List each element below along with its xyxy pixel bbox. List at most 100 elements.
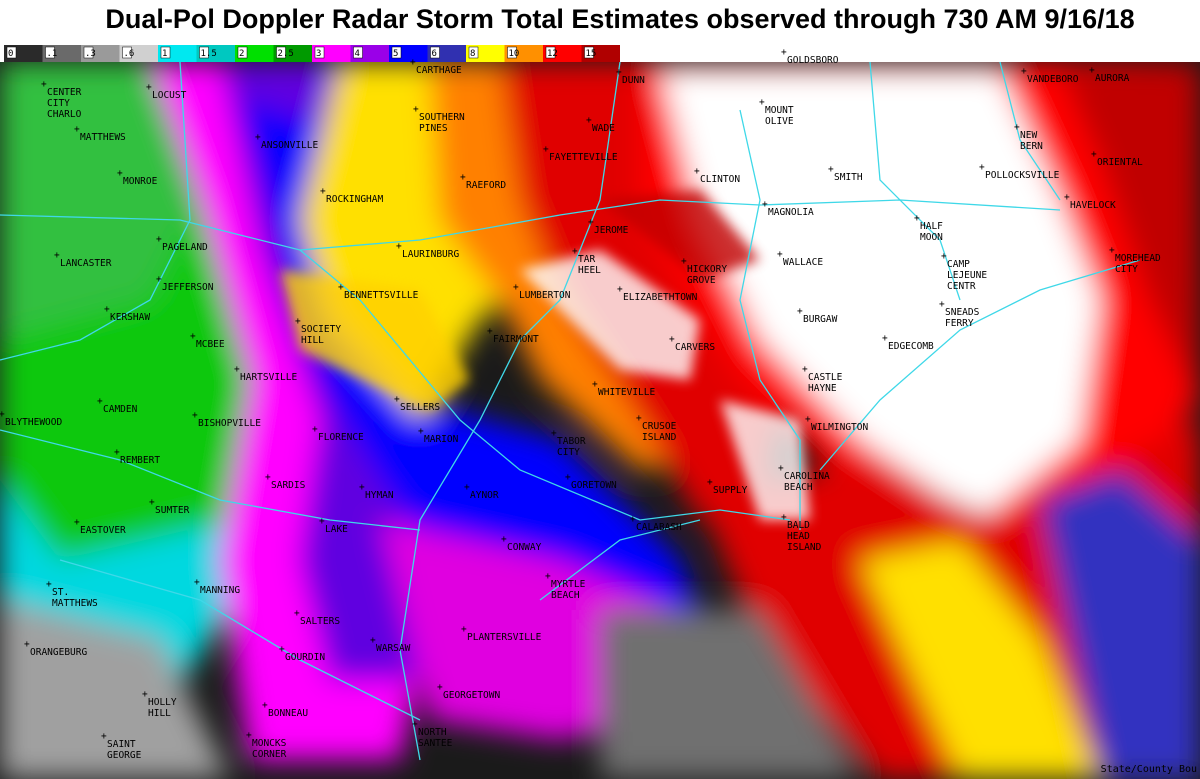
place-label-line: MATTHEWS (52, 598, 98, 609)
place-label-line: CHARLO (47, 109, 82, 120)
place-label-line: PLANTERSVILLE (467, 632, 542, 643)
legend-label-box (584, 46, 594, 59)
place-label-line: BONNEAU (268, 708, 308, 719)
place-marker: + (630, 514, 636, 525)
legend-label: 6 (432, 49, 437, 59)
place-label-line: CENTER (47, 87, 82, 98)
place-label: ELIZABETHTOWN (623, 292, 698, 303)
place-label-line: LAKE (325, 524, 348, 535)
place-label-line: WADE (592, 123, 615, 134)
place-marker: + (370, 635, 376, 646)
place-marker: + (294, 608, 300, 619)
place-marker: + (1014, 122, 1020, 133)
place-marker: + (777, 249, 783, 260)
county-lines (0, 62, 1141, 761)
place-label-line: GOLDSBORO (787, 55, 839, 66)
place-label-line: GORETOWN (571, 480, 617, 491)
place-label-line: BERN (1020, 141, 1043, 152)
place-label-line: CITY (557, 447, 580, 458)
place-label-line: BENNETTSVILLE (344, 290, 419, 301)
place-label: PAGELAND (162, 242, 208, 253)
place-marker: + (487, 326, 493, 337)
place-label: SELLERS (400, 402, 440, 413)
place-marker: + (939, 299, 945, 310)
place-label: JEROME (594, 225, 629, 236)
place-label-line: TABOR (557, 436, 586, 447)
place-marker: + (156, 234, 162, 245)
legend-label-box (237, 46, 248, 59)
place-label: FLORENCE (318, 432, 364, 443)
legend-label: .3 (85, 49, 96, 59)
place-label: WHITEVILLE (598, 387, 655, 398)
place-label-line: ST. (52, 587, 69, 598)
place-marker: + (320, 186, 326, 197)
place-label-line: WALLACE (783, 257, 823, 268)
place-marker: + (295, 316, 301, 327)
place-label-line: LOCUST (152, 90, 187, 101)
place-label-line: GEORGETOWN (443, 690, 500, 701)
legend-label: 0 (8, 49, 13, 59)
place-label-line: POLLOCKSVILLE (985, 170, 1060, 181)
place-label-line: BLYTHEWOOD (5, 417, 62, 428)
place-label-line: FAYETTEVILLE (549, 152, 618, 163)
place-label: CLINTON (700, 174, 740, 185)
place-label: CONWAY (507, 542, 542, 553)
place-marker: + (412, 719, 418, 730)
place-label: SNEADS FERRY (945, 307, 980, 329)
legend-label-box (276, 46, 286, 59)
place-marker: + (234, 364, 240, 375)
place-label: AURORA (1095, 73, 1130, 84)
place-marker: + (413, 104, 419, 115)
place-marker: + (418, 426, 424, 437)
place-label: EASTOVER (80, 525, 126, 536)
place-label: TAR HEEL (578, 254, 601, 276)
place-label-line: CAMDEN (103, 404, 138, 415)
place-label-line: MATTHEWS (80, 132, 126, 143)
place-label-line: HYMAN (365, 490, 394, 501)
place-label-line: SOUTHERN (419, 112, 465, 123)
place-marker: + (707, 477, 713, 488)
place-label: BISHOPVILLE (198, 418, 261, 429)
place-label-line: SARDIS (271, 480, 306, 491)
place-label-line: CARVERS (675, 342, 715, 353)
place-marker: + (805, 414, 811, 425)
place-marker: + (461, 624, 467, 635)
place-label-line: SUMTER (155, 505, 190, 516)
place-marker: + (97, 396, 103, 407)
place-label-line: SALTERS (300, 616, 340, 627)
place-label-line: CENTR (947, 281, 976, 292)
place-marker: + (979, 162, 985, 173)
legend-label: 1 (162, 49, 167, 59)
place-marker: + (694, 166, 700, 177)
place-label-line: NEW (1020, 130, 1037, 141)
place-label-line: BISHOPVILLE (198, 418, 261, 429)
place-marker: + (194, 577, 200, 588)
place-marker: + (781, 512, 787, 523)
place-label-line: ISLAND (642, 432, 677, 443)
place-marker: + (149, 497, 155, 508)
place-label-line: JEFFERSON (162, 282, 214, 293)
place-label: EDGECOMB (888, 341, 934, 352)
legend-label-box (545, 46, 556, 59)
place-label-line: FLORENCE (318, 432, 364, 443)
place-marker: + (1064, 192, 1070, 203)
place-label-line: WILMINGTON (811, 422, 868, 433)
place-label-line: BEACH (551, 590, 580, 601)
place-marker: + (359, 482, 365, 493)
place-label: LANCASTER (60, 258, 112, 269)
place-marker: + (262, 700, 268, 711)
place-label: SOCIETY HILL (301, 324, 341, 346)
place-label: LOCUST (152, 90, 187, 101)
place-marker: + (882, 333, 888, 344)
place-marker: + (0, 409, 5, 420)
place-label-line: LAURINBURG (402, 249, 459, 260)
place-label-line: MANNING (200, 585, 240, 596)
place-label-line: GOURDIN (285, 652, 325, 663)
place-marker: + (74, 124, 80, 135)
place-marker: + (101, 731, 107, 742)
place-label-line: AURORA (1095, 73, 1130, 84)
legend-label-box (353, 46, 363, 59)
place-label-line: ELIZABETHTOWN (623, 292, 698, 303)
map-title: Dual-Pol Doppler Radar Storm Total Estim… (105, 4, 1134, 34)
place-label-line: SELLERS (400, 402, 440, 413)
